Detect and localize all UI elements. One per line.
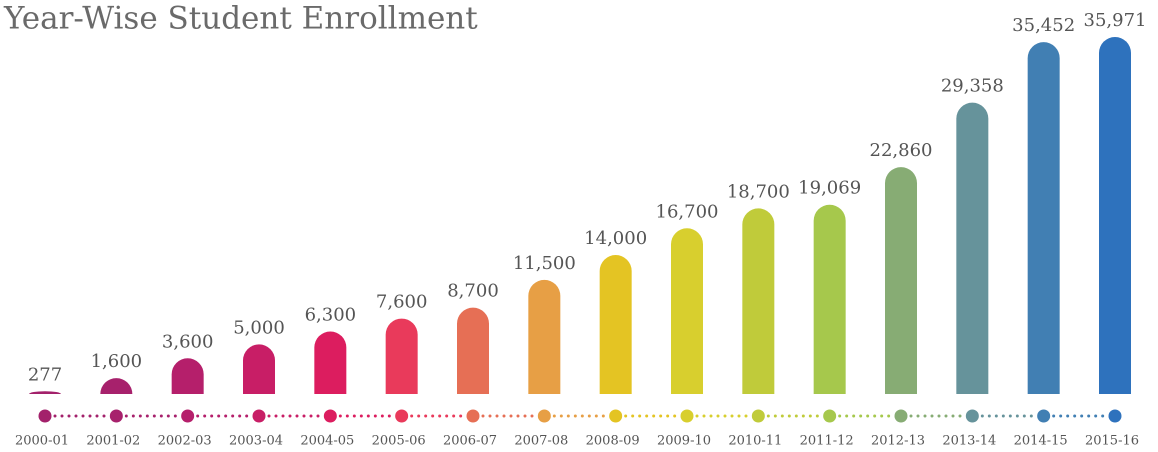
- bar: [599, 255, 632, 394]
- value-label: 18,700: [727, 181, 790, 202]
- value-label: 1,600: [91, 351, 143, 372]
- value-label: 6,300: [305, 304, 357, 325]
- timeline-dot: [466, 409, 480, 423]
- bar: [385, 318, 418, 394]
- value-label: 16,700: [656, 201, 719, 222]
- timeline-dot: [109, 409, 123, 423]
- value-label: 277: [28, 364, 62, 385]
- bar: [671, 228, 703, 394]
- value-label: 19,069: [798, 178, 861, 199]
- timeline-dot: [181, 409, 195, 423]
- timeline-dot: [894, 409, 908, 423]
- value-label: 22,860: [870, 140, 933, 161]
- x-tick-label: 2010-11: [728, 434, 782, 449]
- bar: [314, 331, 347, 394]
- timeline-dot: [252, 409, 266, 423]
- bar: [1027, 42, 1060, 394]
- value-label: 11,500: [513, 253, 576, 274]
- bar: [1099, 37, 1131, 394]
- bar: [528, 279, 561, 394]
- timeline-dot: [609, 409, 623, 423]
- bar: [885, 167, 917, 394]
- x-tick-label: 2015-16: [1085, 434, 1139, 449]
- x-tick-label: 2000-01: [15, 434, 69, 449]
- timeline-dot: [38, 409, 52, 423]
- bar: [29, 391, 61, 394]
- value-label: 29,358: [941, 76, 1004, 97]
- x-tick-label: 2006-07: [443, 434, 497, 449]
- bar: [742, 208, 775, 394]
- chart-title: Year-Wise Student Enrollment: [3, 1, 478, 37]
- value-label: 35,971: [1084, 10, 1147, 31]
- value-label: 5,000: [233, 317, 285, 338]
- bar: [171, 358, 204, 394]
- timeline-dot: [395, 409, 409, 423]
- x-tick-label: 2003-04: [229, 434, 283, 449]
- x-tick-label: 2002-03: [158, 434, 212, 449]
- x-tick-label: 2009-10: [657, 434, 711, 449]
- x-tick-label: 2013-14: [942, 434, 996, 449]
- value-label: 7,600: [376, 292, 428, 313]
- timeline-dot: [1108, 409, 1122, 423]
- bar: [100, 378, 133, 394]
- x-tick-label: 2014-15: [1014, 434, 1068, 449]
- timeline-dot: [323, 409, 337, 423]
- timeline-dot: [965, 409, 979, 423]
- x-tick-label: 2007-08: [514, 434, 568, 449]
- value-label: 3,600: [162, 331, 214, 352]
- x-tick-label: 2004-05: [300, 434, 354, 449]
- timeline-dot: [751, 409, 765, 423]
- x-tick-label: 2001-02: [86, 434, 140, 449]
- value-label: 14,000: [584, 228, 647, 249]
- x-tick-label: 2008-09: [586, 434, 640, 449]
- bar: [956, 102, 989, 395]
- timeline-dot: [680, 409, 694, 423]
- x-tick-label: 2011-12: [800, 434, 854, 449]
- bar: [457, 307, 489, 394]
- bar: [813, 204, 846, 394]
- timeline-dot: [1037, 409, 1051, 423]
- value-label: 8,700: [447, 281, 499, 302]
- value-label: 35,452: [1012, 15, 1075, 36]
- bar: [243, 344, 275, 394]
- timeline-dot: [537, 409, 551, 423]
- timeline-dot: [823, 409, 837, 423]
- x-tick-label: 2005-06: [372, 434, 426, 449]
- x-tick-label: 2012-13: [871, 434, 925, 449]
